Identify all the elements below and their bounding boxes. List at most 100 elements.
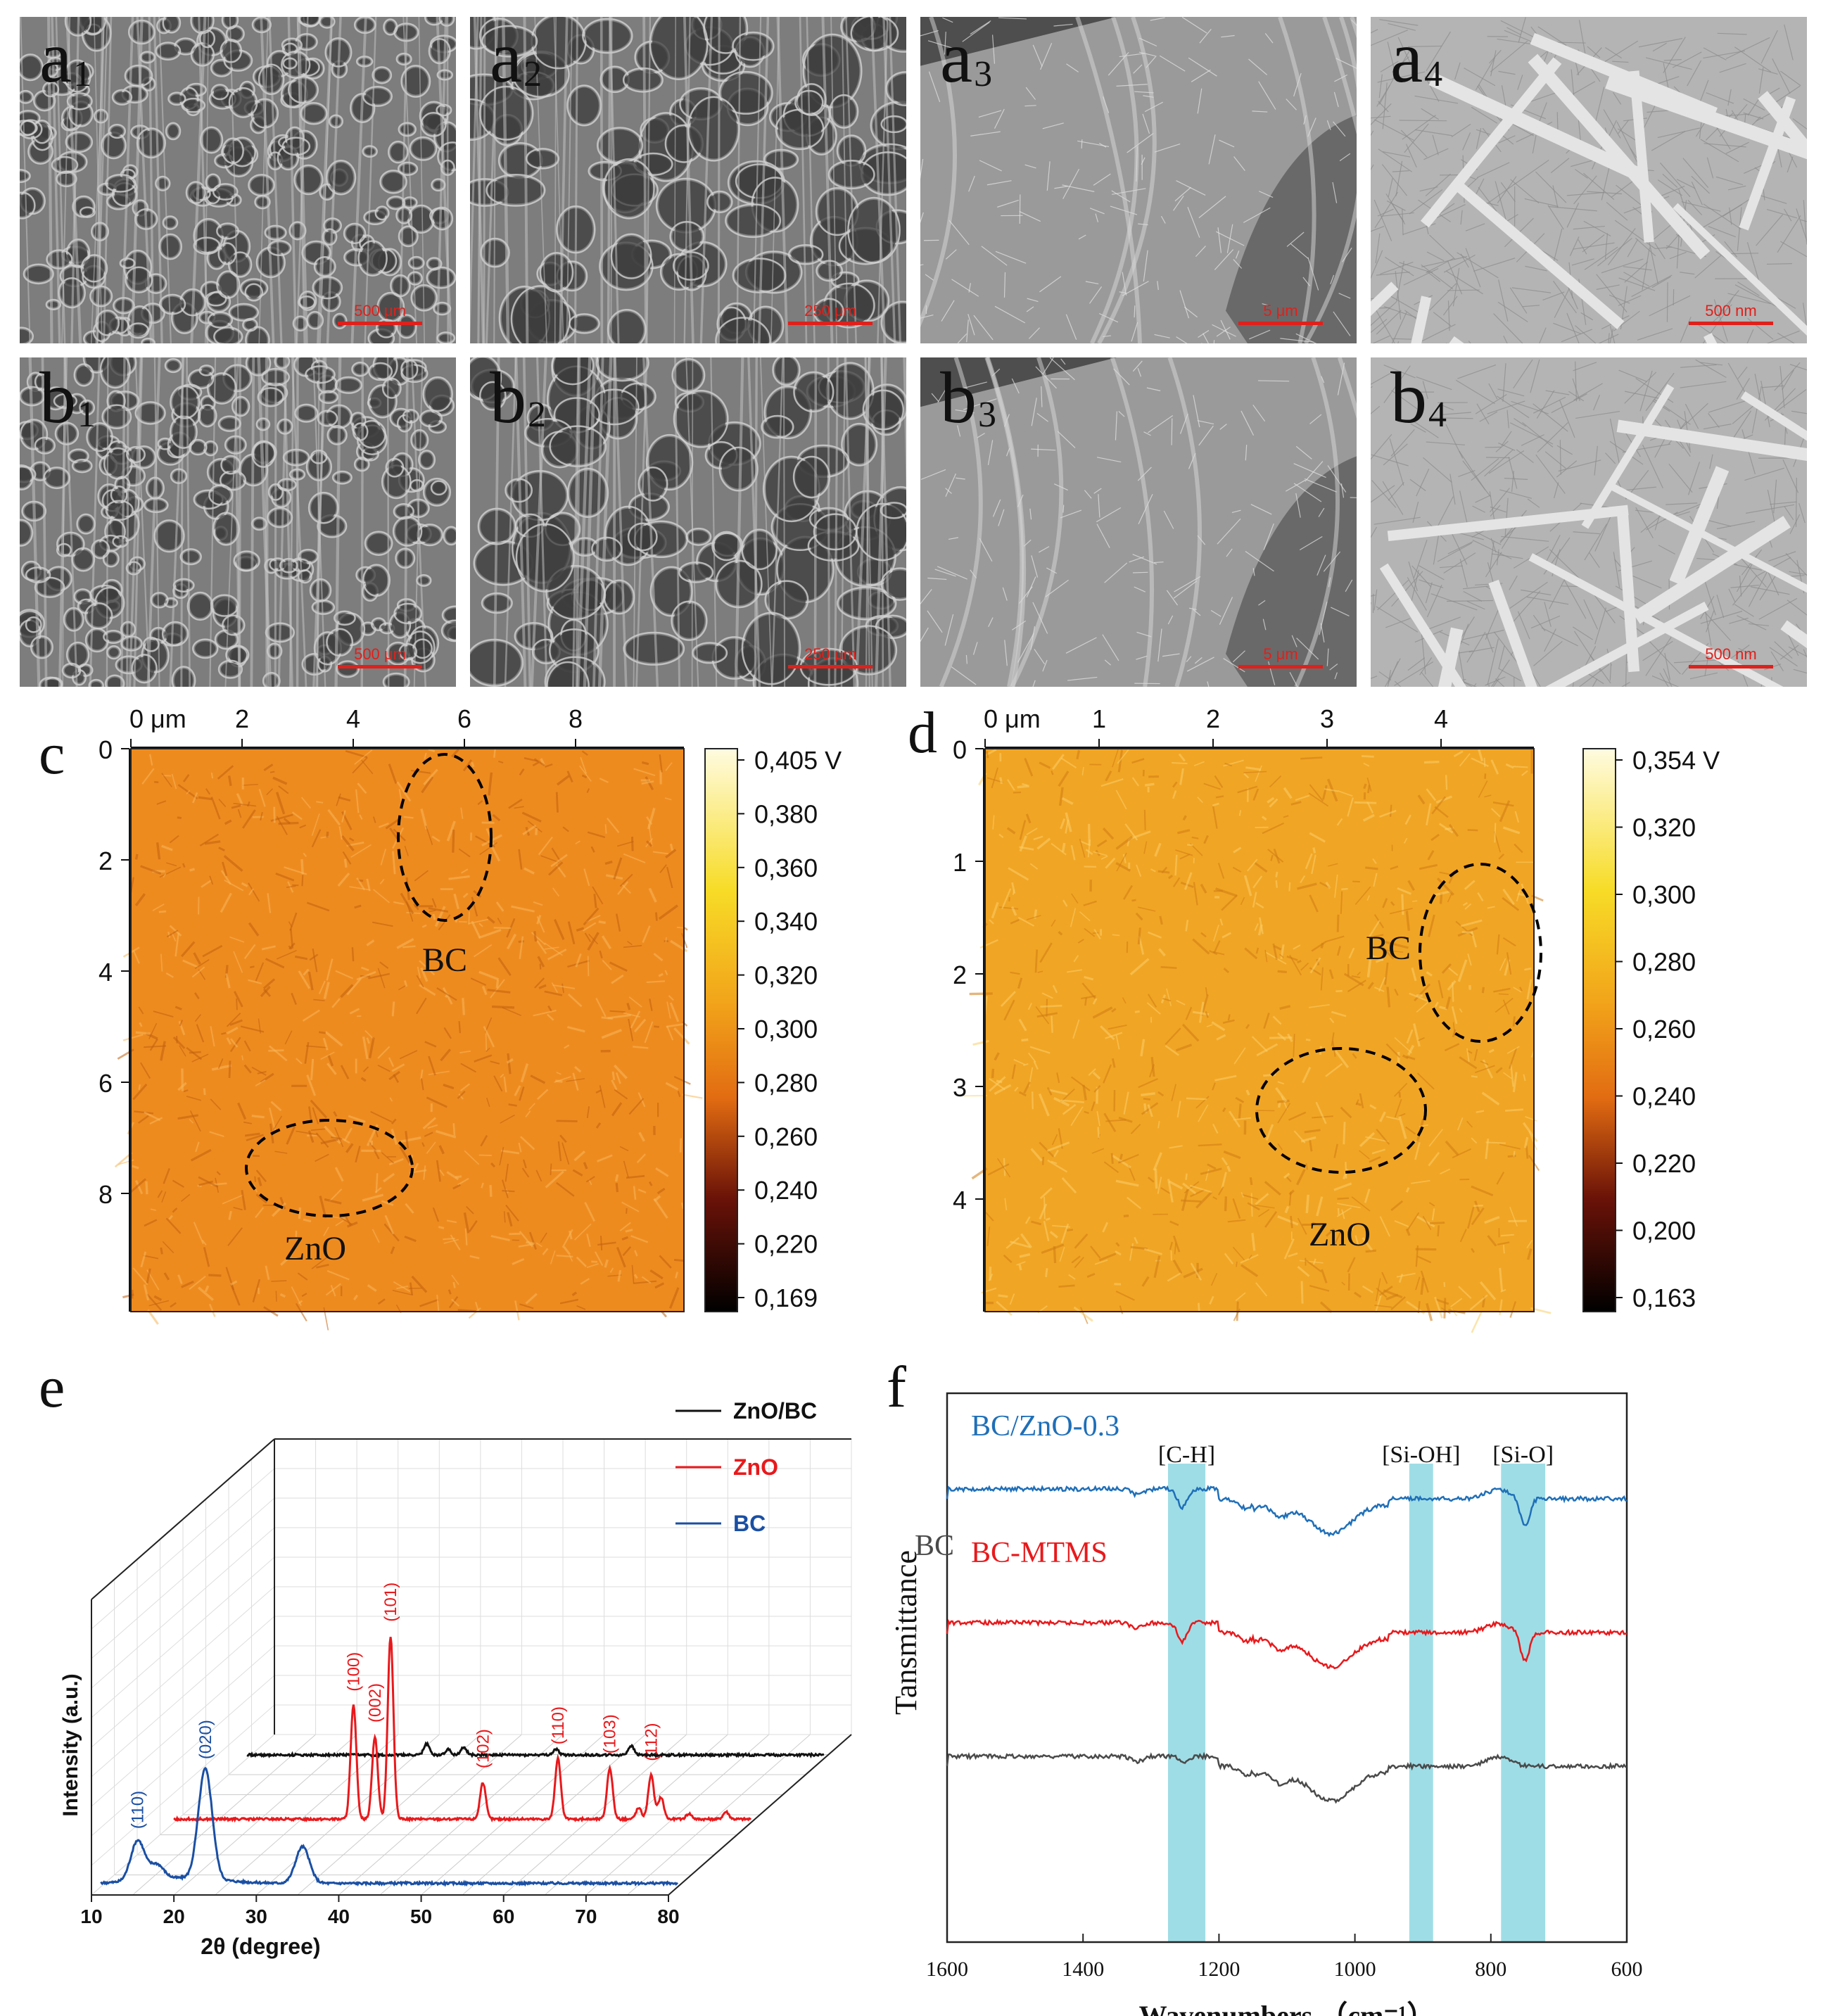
- ftir-series: [946, 1618, 1627, 1670]
- x-tick-label: 80: [657, 1906, 679, 1927]
- y-tick-label: 6: [99, 1069, 113, 1098]
- sem-micrograph: [920, 357, 1357, 687]
- peak-label: (100): [344, 1652, 363, 1692]
- band-highlight: [1167, 1464, 1206, 1942]
- y-tick-label: 4: [99, 958, 113, 987]
- x-tick-label: 1600: [926, 1958, 968, 1981]
- panel-label: d: [908, 700, 937, 766]
- panel-label: f: [887, 1355, 906, 1420]
- colorbar-tick-label: 0,340: [754, 907, 818, 936]
- x-tick-label: 800: [1475, 1958, 1506, 1981]
- panel-label: a4: [1390, 17, 1443, 98]
- x-tick-label: 4: [346, 704, 360, 733]
- y-tick-label: 8: [99, 1180, 113, 1209]
- colorbar-tick-label: 0,380: [754, 799, 818, 828]
- y-axis-label: Intensity (a.u.): [59, 1673, 82, 1816]
- xrd-series-zno: [173, 1637, 752, 1823]
- sem-panel-b4: b4 500 nm: [1371, 357, 1807, 687]
- x-tick-label: 4: [1434, 704, 1448, 733]
- annotation-label: BC: [1366, 930, 1411, 967]
- x-tick-label: 1400: [1062, 1958, 1104, 1981]
- xrd-3d-plot: 10 20 30 40 50 60 70 80 2θ (degree) Intensity (a.…: [59, 1398, 852, 1959]
- afm-image-c: 0 μm 2 4 6 8 0 2 4 6 8 0,405 V 0,380 0,360 0,340 0,320…: [99, 704, 842, 1331]
- panel-label: c: [39, 721, 65, 787]
- colorbar-tick-label: 0,360: [754, 854, 818, 882]
- afm-image: [131, 749, 684, 1312]
- peak-label: (110): [549, 1706, 568, 1744]
- band-highlight: [1501, 1464, 1546, 1942]
- colorbar-tick-label: 0,260: [1632, 1015, 1696, 1044]
- annotation-label: ZnO: [1309, 1216, 1371, 1253]
- peak-label: (101): [381, 1583, 400, 1622]
- x-tick-label: 40: [328, 1906, 350, 1927]
- scale-bar: 500 nm: [1689, 302, 1773, 325]
- sem-micrograph: [470, 17, 906, 343]
- series-label: BC: [915, 1530, 954, 1562]
- sem-micrograph: [20, 357, 456, 687]
- y-tick-label: 2: [99, 847, 113, 875]
- sem-panel-a2: a2 250 μm: [470, 17, 906, 343]
- x-tick-label: 20: [163, 1906, 185, 1927]
- afm-panel-c: 0 μm 2 4 6 8 0 2 4 6 8 0,405 V 0,380 0,360 0,340 0,320…: [0, 697, 908, 1344]
- sem-panel-b1: b1 500 μm: [20, 357, 456, 687]
- ftir-plot: [C-H] [Si-OH] [Si-O] 1600 1400 1200 1000 800 600…: [889, 1392, 1643, 2016]
- sem-panel-a4: a4 500 nm: [1371, 17, 1807, 343]
- x-tick-label: 1000: [1334, 1958, 1376, 1981]
- series-label: BC-MTMS: [971, 1537, 1108, 1569]
- sem-micrograph: [1371, 357, 1807, 687]
- colorbar: [1582, 748, 1616, 1312]
- xrd-series-zno-bc: [246, 1741, 825, 1759]
- colorbar: [704, 748, 738, 1312]
- colorbar-tick-label: 0,163: [1632, 1283, 1696, 1312]
- band-highlight: [1409, 1464, 1433, 1942]
- band-label: [Si-O]: [1492, 1442, 1554, 1468]
- sem-panel-b3: b3 5 μm: [920, 357, 1357, 687]
- axis-frame: [91, 1438, 275, 1600]
- sem-panel-a1: a1 500 μm: [20, 17, 456, 343]
- x-tick-label: 600: [1611, 1958, 1643, 1981]
- legend-label: BC: [733, 1511, 766, 1536]
- afm-image-d: 0 μm 1 2 3 4 0 1 2 3 4 0,354 V 0,320 0,300 0,280 0,260…: [953, 704, 1720, 1333]
- axis-frame: [668, 1734, 852, 1896]
- panel-label: a3: [940, 17, 993, 98]
- sem-panel-a3: a3 5 μm: [920, 17, 1357, 343]
- ftir-chart-f: [C-H] [Si-OH] [Si-O] 1600 1400 1200 1000 800 600…: [887, 1351, 1821, 2016]
- x-tick-label: 10: [80, 1906, 102, 1927]
- peak-label: (112): [642, 1723, 661, 1761]
- scale-bar: 500 μm: [338, 645, 422, 668]
- panel-label: b1: [39, 357, 96, 438]
- scale-bar: 500 nm: [1689, 645, 1773, 668]
- scale-bar: 5 μm: [1238, 302, 1323, 325]
- y-tick-label: 2: [953, 961, 967, 989]
- x-tick-label: 8: [569, 704, 583, 733]
- panel-label: b4: [1390, 357, 1447, 438]
- peak-label: (110): [129, 1791, 148, 1829]
- legend-label: ZnO: [733, 1454, 778, 1480]
- colorbar-tick-label: 0,405 V: [754, 746, 842, 775]
- x-tick-label: 70: [575, 1906, 597, 1927]
- scale-bar: 250 μm: [788, 645, 873, 668]
- highlight-ellipse: [1419, 863, 1542, 1043]
- colorbar-tick-label: 0,200: [1632, 1217, 1696, 1245]
- panel-label: b3: [940, 357, 996, 438]
- series-label: BC/ZnO-0.3: [971, 1410, 1119, 1443]
- colorbar-tick-label: 0,280: [754, 1068, 818, 1097]
- peak-label: (102): [474, 1729, 493, 1768]
- sem-micrograph: [920, 17, 1357, 343]
- band-label: [Si-OH]: [1382, 1442, 1460, 1468]
- legend-label: ZnO/BC: [733, 1398, 817, 1424]
- colorbar-tick-label: 0,240: [754, 1176, 818, 1205]
- colorbar-tick-label: 0,300: [754, 1015, 818, 1044]
- x-tick-label: 3: [1320, 704, 1334, 733]
- y-tick-label: 4: [953, 1186, 967, 1215]
- highlight-ellipse: [245, 1119, 414, 1217]
- highlight-ellipse: [397, 753, 493, 922]
- x-tick-label: 2: [1206, 704, 1220, 733]
- x-tick-label: 1200: [1198, 1958, 1240, 1981]
- colorbar-tick-label: 0,280: [1632, 948, 1696, 977]
- x-tick-label: 0 μm: [129, 704, 186, 733]
- x-tick-label: 60: [493, 1906, 514, 1927]
- sem-panel-b2: b2 250 μm: [470, 357, 906, 687]
- panel-label: b2: [490, 357, 546, 438]
- colorbar-tick-label: 0,220: [1632, 1149, 1696, 1178]
